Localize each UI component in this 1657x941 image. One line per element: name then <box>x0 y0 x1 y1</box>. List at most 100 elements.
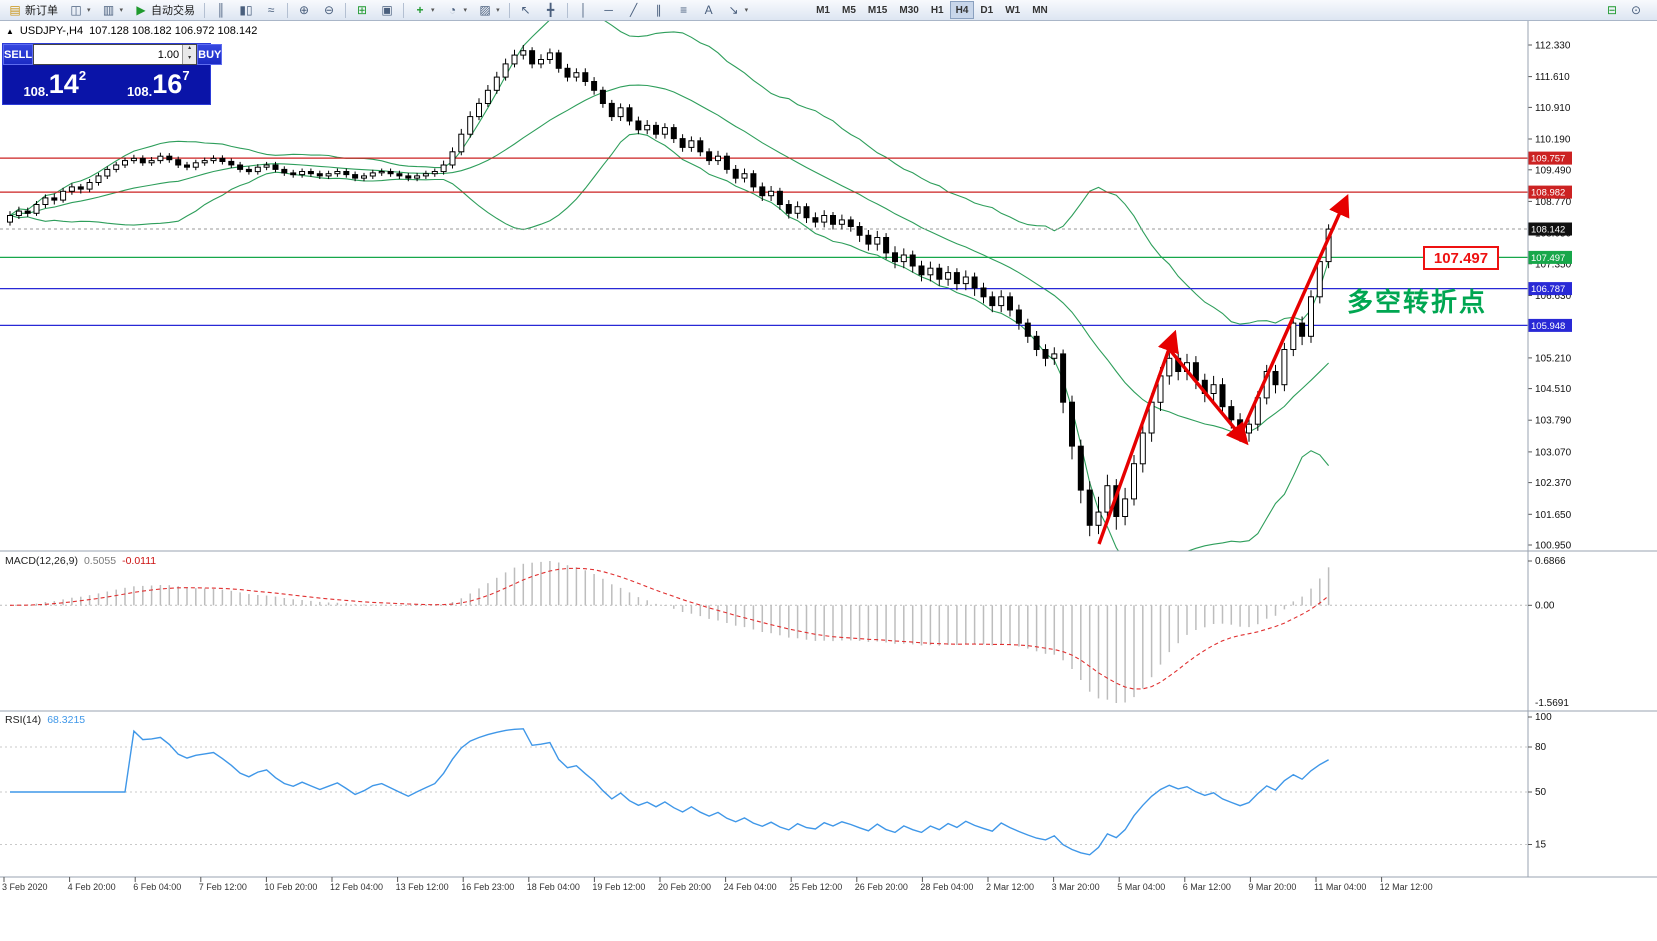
zoom-in-button[interactable]: ⊕ <box>292 1 316 19</box>
svg-text:6 Feb 04:00: 6 Feb 04:00 <box>133 882 181 892</box>
buy-price-big: 16 <box>152 69 183 99</box>
new-order-icon: ▤ <box>9 3 21 17</box>
templates-button[interactable]: ▨ ▾ <box>473 1 505 19</box>
arrows-tool-button[interactable]: ↘ ▾ <box>722 1 754 19</box>
cursor-button[interactable]: ↖ <box>514 1 538 19</box>
timeframe-button-m1[interactable]: M1 <box>810 1 836 19</box>
timeframe-button-w1[interactable]: W1 <box>999 1 1026 19</box>
vertical-line-icon: │ <box>579 3 588 17</box>
svg-text:0.00: 0.00 <box>1535 600 1555 611</box>
channel-button[interactable]: ∥ <box>647 1 671 19</box>
svg-text:3 Mar 20:00: 3 Mar 20:00 <box>1052 882 1100 892</box>
volume-input[interactable] <box>34 45 183 64</box>
svg-text:19 Feb 12:00: 19 Feb 12:00 <box>592 882 645 892</box>
rsi-value: 68.3215 <box>47 714 86 726</box>
volume-increase-icon[interactable]: ▴ <box>183 45 197 55</box>
fibonacci-icon: ≡ <box>680 3 688 17</box>
svg-text:102.370: 102.370 <box>1535 478 1572 489</box>
timeframe-button-mn[interactable]: MN <box>1026 1 1054 19</box>
timeframe-button-h4[interactable]: H4 <box>949 1 975 19</box>
time-axis[interactable]: 3 Feb 2020 4 Feb 20:00 6 Feb 04:00 7 Feb 12… <box>2 877 1433 892</box>
tile-windows-icon: ⊞ <box>357 3 368 17</box>
charts-menu-button[interactable]: ◫ ▾ <box>64 1 96 19</box>
buy-button[interactable]: BUY <box>197 44 223 65</box>
svg-text:18 Feb 04:00: 18 Feb 04:00 <box>527 882 580 892</box>
svg-text:7 Feb 12:00: 7 Feb 12:00 <box>199 882 247 892</box>
cascade-windows-button[interactable]: ▣ <box>375 1 399 19</box>
timeframe-button-m5[interactable]: M5 <box>836 1 862 19</box>
sell-price[interactable]: 108. 14 2 <box>3 65 107 104</box>
horizontal-line-button[interactable]: ─ <box>597 1 621 19</box>
svg-text:3 Feb 2020: 3 Feb 2020 <box>2 882 48 892</box>
toolbar-separator <box>287 2 289 18</box>
toolbar: ▤ 新订单 ◫ ▾ ▥ ▾ ▶ 自动交易 ║ ▮▯ ≈ ⊕ ⊖ ⊞ ▣ + ▾ … <box>0 0 1657 21</box>
svg-text:108.142: 108.142 <box>1531 225 1565 236</box>
svg-text:111.610: 111.610 <box>1535 72 1570 83</box>
crosshair-button[interactable]: ╋ <box>539 1 563 19</box>
timeframe-button-m30[interactable]: M30 <box>893 1 924 19</box>
periods-button[interactable]: ◔ ▾ <box>441 1 473 19</box>
cascade-windows-icon: ▣ <box>381 3 393 17</box>
line-chart-button[interactable]: ≈ <box>259 1 283 19</box>
chevron-down-icon: ▾ <box>87 7 91 14</box>
sell-button[interactable]: SELL <box>3 44 34 65</box>
turning-point-annotation[interactable]: 多空转折点 <box>1347 287 1488 317</box>
chevron-down-icon: ▾ <box>431 7 435 14</box>
autotrading-button[interactable]: ▶ 自动交易 <box>129 1 200 19</box>
search-icon: ⊙ <box>1630 3 1642 17</box>
text-tool-icon: A <box>704 3 713 17</box>
panel-splitters[interactable] <box>0 21 1657 878</box>
trend-arrows[interactable] <box>1097 193 1350 545</box>
svg-text:103.790: 103.790 <box>1535 416 1572 427</box>
chart-canvas[interactable]: 112.330111.610110.910110.190109.490108.7… <box>0 21 1657 941</box>
volume-spinner: ▴ ▾ <box>33 44 198 65</box>
zoom-in-icon: ⊕ <box>299 3 310 17</box>
crosshair-icon: ╋ <box>546 3 555 17</box>
price-callout-label[interactable]: 107.497 <box>1423 246 1499 270</box>
svg-text:10 Feb 20:00: 10 Feb 20:00 <box>264 882 317 892</box>
line-chart-icon: ≈ <box>267 3 275 17</box>
zoom-out-button[interactable]: ⊖ <box>317 1 341 19</box>
new-chart-button[interactable]: ⊟ <box>1600 1 1624 19</box>
search-button[interactable]: ⊙ <box>1624 1 1648 19</box>
volume-decrease-icon[interactable]: ▾ <box>183 54 197 64</box>
sell-price-big: 14 <box>48 69 79 99</box>
indicators-button[interactable]: + ▾ <box>408 1 440 19</box>
toolbar-separator <box>566 2 568 18</box>
candlestick-chart-button[interactable]: ▮▯ <box>234 1 258 19</box>
svg-text:9 Mar 20:00: 9 Mar 20:00 <box>1248 882 1296 892</box>
svg-text:12 Mar 12:00: 12 Mar 12:00 <box>1380 882 1433 892</box>
svg-text:106.630: 106.630 <box>1535 291 1572 302</box>
timeframe-button-m15[interactable]: M15 <box>862 1 893 19</box>
svg-text:24 Feb 04:00: 24 Feb 04:00 <box>724 882 777 892</box>
svg-text:26 Feb 20:00: 26 Feb 20:00 <box>855 882 908 892</box>
tile-windows-button[interactable]: ⊞ <box>350 1 374 19</box>
rsi-label: RSI(14) 68.3215 <box>5 714 85 726</box>
profiles-button[interactable]: ▥ ▾ <box>97 1 129 19</box>
horizontal-line-icon: ─ <box>604 3 613 17</box>
new-order-button[interactable]: ▤ 新订单 <box>3 1 63 19</box>
svg-text:25 Feb 12:00: 25 Feb 12:00 <box>789 882 842 892</box>
bar-chart-button[interactable]: ║ <box>209 1 233 19</box>
timeframe-button-d1[interactable]: D1 <box>974 1 999 19</box>
rsi-name: RSI(14) <box>5 714 42 726</box>
chevron-down-icon: ▾ <box>463 7 468 14</box>
timeframe-button-h1[interactable]: H1 <box>925 1 950 19</box>
trendline-icon: ╱ <box>629 3 638 17</box>
svg-text:0.6866: 0.6866 <box>1535 556 1566 567</box>
macd-name: MACD(12,26,9) <box>5 555 78 567</box>
toolbar-separator <box>508 2 510 18</box>
clock-icon: ◔ <box>448 3 457 17</box>
svg-text:109.757: 109.757 <box>1531 154 1565 165</box>
profiles-icon: ▥ <box>102 3 115 17</box>
text-tool-button[interactable]: A <box>697 1 721 19</box>
symbol-timeframe-label: USDJPY-,H4 <box>19 25 84 37</box>
vertical-line-button[interactable]: │ <box>572 1 596 19</box>
macd-main-value: 0.5055 <box>83 555 117 567</box>
charts-menu-icon: ◫ <box>70 3 82 17</box>
trendline-button[interactable]: ╱ <box>622 1 646 19</box>
fibonacci-button[interactable]: ≡ <box>672 1 696 19</box>
buy-price[interactable]: 108. 16 7 <box>107 65 211 104</box>
chart-title: ▲ USDJPY-,H4 107.128 108.182 106.972 108… <box>6 25 257 37</box>
